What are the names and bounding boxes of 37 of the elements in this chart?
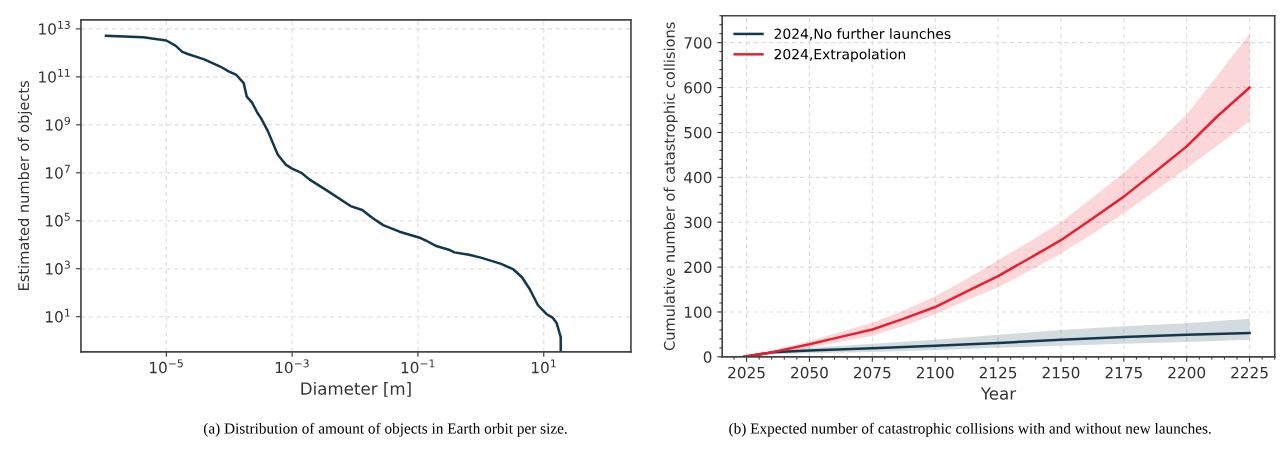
y-tick-label: 300 [684, 216, 712, 229]
x-axis-title: Diameter [m] [301, 381, 411, 397]
y-tick-label: 200 [684, 261, 712, 274]
legend-label: 2024,No further launches [774, 28, 951, 41]
y-axis-title: Estimated number of objects [17, 81, 32, 290]
y-tick-label: 0 [703, 351, 712, 363]
y-tick-label: 500 [684, 126, 712, 139]
x-tick-label: 2150 [1042, 366, 1080, 379]
x-tick-label: 2075 [854, 366, 891, 379]
y-tick-label: 10$^{7}$ [46, 164, 70, 179]
y-axis-title: Cumulative number of catastrophic collisions [663, 22, 678, 351]
text: (a) Distribution of amount of objects in Earth orbit per size. [203, 422, 567, 437]
y-tick-label: 10$^{13}$ [39, 20, 70, 35]
y-tick-label: 10$^{11}$ [39, 68, 70, 83]
x-tick-label: 2125 [979, 366, 1017, 379]
x-tick-label: 2025 [728, 366, 765, 379]
x-tick-label: 2050 [791, 366, 828, 379]
x-tick-label: 2100 [916, 366, 954, 379]
legend-label: 2024,Extrapolation [774, 48, 906, 63]
x-tick-label: 10$^{−3}$ [275, 359, 309, 374]
text: (b) Expected number of catastrophic collisions with and without new launches. [729, 422, 1211, 437]
y-tick-label: 10$^{5}$ [46, 212, 70, 227]
y-tick-label: 600 [684, 82, 712, 94]
x-tick-label: 10$^{1}$ [532, 359, 556, 374]
y-tick-label: 10$^{9}$ [46, 116, 70, 131]
x-tick-label: 10$^{−1}$ [401, 359, 435, 374]
y-tick-label: 10$^{3}$ [46, 260, 70, 275]
x-tick-label: 2200 [1168, 366, 1206, 379]
y-tick-label: 400 [684, 171, 712, 184]
x-tick-label: 10$^{−5}$ [150, 359, 183, 374]
y-tick-label: 100 [684, 306, 712, 318]
x-tick-label: 2225 [1231, 366, 1268, 379]
x-axis-title: Year [980, 387, 1017, 400]
line-series [742, 86, 1251, 357]
x-tick-label: 2175 [1105, 366, 1142, 379]
y-tick-label: 700 [684, 37, 712, 49]
y-tick-label: 10$^{1}$ [46, 308, 70, 323]
